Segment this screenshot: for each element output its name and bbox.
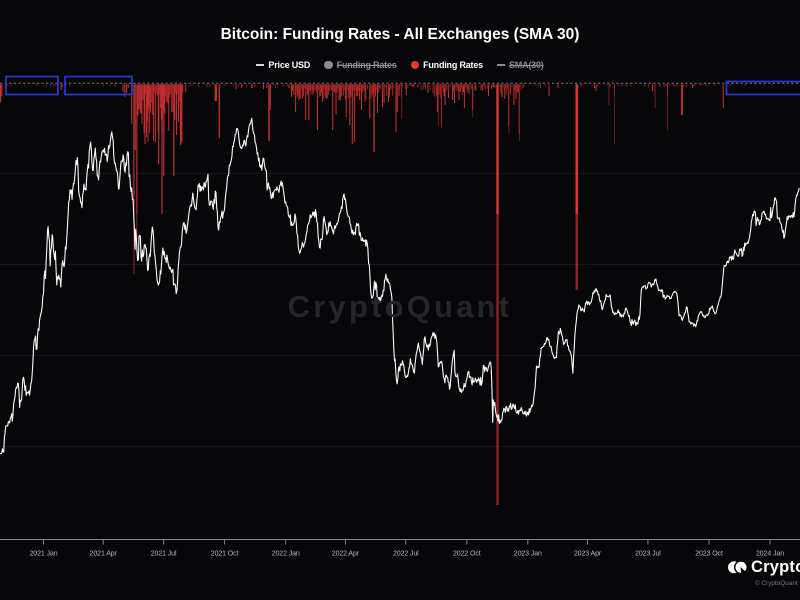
svg-text:2022 Apr: 2022 Apr <box>332 551 360 558</box>
svg-text:2023 Apr: 2023 Apr <box>574 551 602 558</box>
svg-text:2022 Jan: 2022 Jan <box>272 551 300 558</box>
svg-text:2023 Jul: 2023 Jul <box>635 551 661 558</box>
svg-text:2021 Oct: 2021 Oct <box>211 551 239 558</box>
svg-text:2021 Jul: 2021 Jul <box>151 551 177 558</box>
svg-text:2023 Oct: 2023 Oct <box>695 551 723 558</box>
svg-text:2021 Apr: 2021 Apr <box>90 551 118 558</box>
svg-text:2023 Jan: 2023 Jan <box>514 551 542 558</box>
svg-text:2022 Jul: 2022 Jul <box>393 551 419 558</box>
svg-text:2024 Jan: 2024 Jan <box>756 551 784 558</box>
svg-text:2022 Oct: 2022 Oct <box>453 551 481 558</box>
svg-text:2021 Jan: 2021 Jan <box>29 551 57 558</box>
